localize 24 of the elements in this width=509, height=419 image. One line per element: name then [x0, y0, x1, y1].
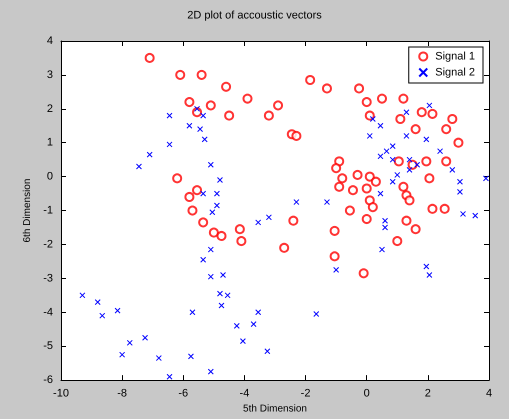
chart-title: 2D plot of accoustic vectors: [187, 10, 322, 22]
x-tick-label: -10: [53, 388, 69, 400]
x-tick-label: -8: [117, 388, 128, 400]
legend-label: Signal 1: [435, 50, 476, 62]
x-tick-label: 0: [364, 388, 370, 400]
x-tick-label: -4: [240, 388, 250, 400]
y-tick-label: -1: [43, 204, 53, 217]
y-tick-label: 2: [46, 102, 53, 115]
y-tick-label: -6: [43, 374, 53, 386]
legend-label: Signal 2: [435, 66, 476, 78]
x-tick-label: -2: [300, 388, 310, 400]
x-tick-label: -6: [178, 388, 188, 400]
x-axis-title: 5th Dimension: [243, 404, 307, 414]
y-tick-label: 0: [46, 170, 53, 183]
y-tick-label: 1: [46, 136, 53, 149]
y-tick-label: -5: [43, 340, 53, 352]
y-tick-label: -3: [43, 272, 53, 284]
y-tick-label: 4: [46, 35, 53, 47]
x-tick-label: 4: [486, 388, 492, 400]
y-tick-label: -2: [43, 238, 53, 250]
y-tick-label: -4: [43, 306, 53, 318]
y-tick-label: 3: [46, 68, 53, 81]
y-axis-title: 6th Dimension: [22, 178, 33, 243]
x-tick-label: 2: [424, 388, 431, 400]
